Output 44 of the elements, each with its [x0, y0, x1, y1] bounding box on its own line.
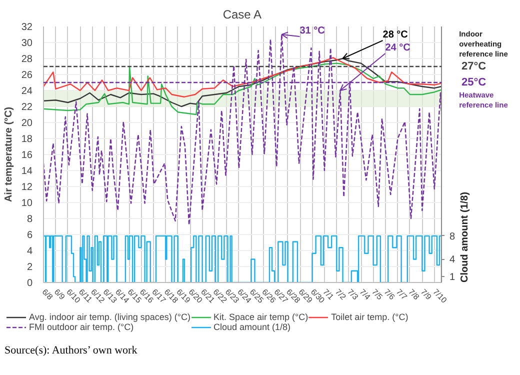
y-tick-label: 8: [26, 214, 33, 225]
y-tick-label: 28: [21, 54, 33, 65]
legend-label: Avg. indoor air temp. (living spaces) (°C): [29, 312, 190, 322]
y-tick-label: 14: [21, 166, 33, 177]
y2-tick-label: 4: [450, 254, 456, 266]
y2-tick-label: 8: [450, 231, 456, 242]
y-tick-label: 22: [21, 102, 33, 113]
x-tick-label: 7/2: [333, 287, 348, 302]
source-note: Source(s): Authors’ own work: [4, 344, 138, 356]
y-tick-label: 16: [21, 150, 33, 161]
x-tick-label: 7/9: [418, 287, 434, 302]
y-tick-label: 20: [21, 118, 33, 129]
legend-label: Cloud amount (1/8): [214, 322, 291, 332]
y2-axis-title: Cloud amount (1/8): [460, 192, 470, 282]
ref-line-label: 27°C: [462, 60, 486, 72]
legend-label: FMI outdoor air temp. (°C): [29, 322, 134, 332]
y-tick-label: 6: [26, 230, 33, 241]
y-tick-label: 2: [26, 262, 33, 273]
y-tick-label: 26: [21, 70, 33, 81]
annotation: 24 °C: [385, 42, 410, 54]
y-tick-label: 24: [21, 86, 33, 97]
annotation: 31 °C: [300, 26, 325, 36]
x-tick-label: 6/9: [52, 287, 68, 302]
legend-label: Toilet air temp. (°C): [331, 312, 408, 322]
y-tick-label: 30: [21, 38, 33, 49]
y-tick-label: 4: [26, 246, 33, 257]
x-tick-label: 6/8: [40, 287, 55, 302]
x-tick-label: 7/8: [406, 287, 422, 302]
x-tick-label: 7/6: [382, 287, 397, 302]
y-tick-label: 0: [26, 278, 33, 289]
ref-line-label: 25°C: [462, 76, 486, 88]
y-tick-label: 18: [21, 134, 33, 145]
x-tick-label: 7/3: [346, 287, 360, 302]
y-tick-label: 12: [21, 182, 33, 193]
x-tick-label: 7/4: [358, 287, 372, 302]
x-tick-label: 7/7: [394, 287, 410, 302]
annotation: 28 °C: [382, 30, 408, 40]
x-tick-label: 7/5: [370, 287, 385, 302]
y-tick-label: 10: [21, 198, 33, 209]
y-tick-label: 32: [21, 22, 33, 33]
y2-tick-label: 1: [450, 272, 456, 284]
chart-title: Case A: [222, 8, 262, 22]
legend-label: Kit. Space air temp (°C): [214, 312, 308, 322]
y-axis-title: Air temperature (°C): [3, 106, 14, 202]
